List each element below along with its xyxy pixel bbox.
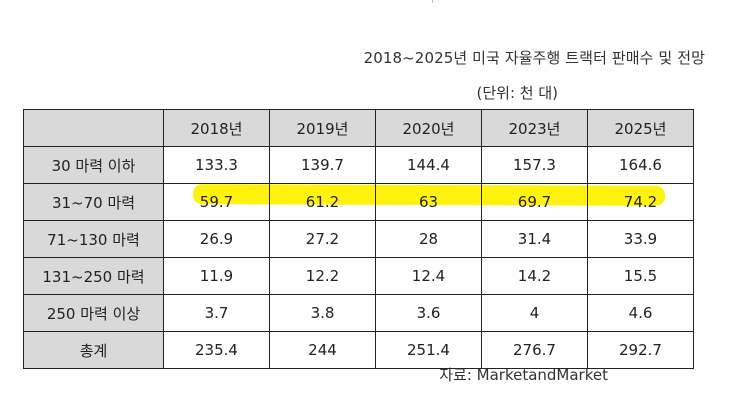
header-corner-cell bbox=[23, 109, 164, 147]
table-cell: 3.6 bbox=[375, 294, 482, 332]
cell-value: 59.7 bbox=[199, 193, 234, 211]
unit-label: (단위: 천 대) bbox=[476, 84, 559, 102]
cell-value: 74.2 bbox=[623, 193, 658, 211]
table-cell: 11.9 bbox=[163, 257, 270, 295]
row-label: 31~70 마력 bbox=[23, 183, 164, 221]
table-cell: 31.4 bbox=[481, 220, 588, 258]
table-row: 71~130 마력 26.9 27.2 28 31.4 33.9 bbox=[23, 220, 694, 258]
header-year-2018: 2018년 bbox=[163, 109, 270, 147]
table-cell: 251.4 bbox=[375, 331, 482, 369]
table-cell-highlighted: 59.7 bbox=[163, 183, 270, 221]
row-label-total: 총계 bbox=[23, 331, 164, 369]
table-cell: 157.3 bbox=[481, 146, 588, 184]
table-cell-highlighted: 61.2 bbox=[269, 183, 376, 221]
table-cell-highlighted: 69.7 bbox=[481, 183, 588, 221]
header-year-2020: 2020년 bbox=[375, 109, 482, 147]
table-cell: 292.7 bbox=[587, 331, 694, 369]
table-cell: 164.6 bbox=[587, 146, 694, 184]
table-row: 131~250 마력 11.9 12.2 12.4 14.2 15.5 bbox=[23, 257, 694, 295]
table-cell: 26.9 bbox=[163, 220, 270, 258]
row-label: 30 마력 이하 bbox=[23, 146, 164, 184]
source-caption: 자료: MarketandMarket bbox=[439, 366, 608, 384]
table-cell: 4 bbox=[481, 294, 588, 332]
table-cell: 144.4 bbox=[375, 146, 482, 184]
table-cell: 3.8 bbox=[269, 294, 376, 332]
table-cell: 33.9 bbox=[587, 220, 694, 258]
header-year-2023: 2023년 bbox=[481, 109, 588, 147]
cell-value: 61.2 bbox=[305, 193, 340, 211]
row-label: 250 마력 이상 bbox=[23, 294, 164, 332]
table-cell: 133.3 bbox=[163, 146, 270, 184]
table-cell: 15.5 bbox=[587, 257, 694, 295]
header-year-2019: 2019년 bbox=[269, 109, 376, 147]
table-cell: 28 bbox=[375, 220, 482, 258]
table-cell-highlighted: 63 bbox=[375, 183, 482, 221]
table-row: 250 마력 이상 3.7 3.8 3.6 4 4.6 bbox=[23, 294, 694, 332]
top-tick-mark bbox=[432, 0, 433, 3]
table-cell: 4.6 bbox=[587, 294, 694, 332]
table-cell: 235.4 bbox=[163, 331, 270, 369]
row-label: 131~250 마력 bbox=[23, 257, 164, 295]
table-cell-highlighted: 74.2 bbox=[587, 183, 694, 221]
table-cell: 12.4 bbox=[375, 257, 482, 295]
table-row-highlighted: 31~70 마력 59.7 61.2 63 69.7 74.2 bbox=[23, 183, 694, 221]
table-cell: 3.7 bbox=[163, 294, 270, 332]
table-row: 30 마력 이하 133.3 139.7 144.4 157.3 164.6 bbox=[23, 146, 694, 184]
cell-value: 63 bbox=[418, 193, 439, 211]
table-cell: 12.2 bbox=[269, 257, 376, 295]
page-title: 2018~2025년 미국 자율주행 트랙터 판매수 및 전망 bbox=[363, 49, 705, 67]
sales-table: 2018년 2019년 2020년 2023년 2025년 30 마력 이하 1… bbox=[23, 109, 694, 369]
table-cell: 244 bbox=[269, 331, 376, 369]
table-cell: 27.2 bbox=[269, 220, 376, 258]
row-label: 71~130 마력 bbox=[23, 220, 164, 258]
header-year-2025: 2025년 bbox=[587, 109, 694, 147]
table-cell: 139.7 bbox=[269, 146, 376, 184]
cell-value: 69.7 bbox=[517, 193, 552, 211]
table-row-total: 총계 235.4 244 251.4 276.7 292.7 bbox=[23, 331, 694, 369]
table-cell: 14.2 bbox=[481, 257, 588, 295]
table-cell: 276.7 bbox=[481, 331, 588, 369]
table-header-row: 2018년 2019년 2020년 2023년 2025년 bbox=[23, 109, 694, 147]
